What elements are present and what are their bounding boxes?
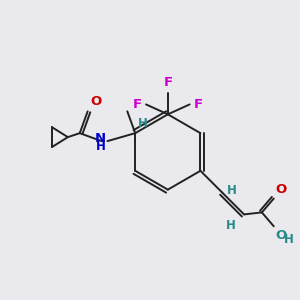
Text: O: O — [276, 229, 287, 242]
Text: H: H — [284, 233, 293, 246]
Text: N: N — [94, 132, 106, 145]
Text: F: F — [133, 98, 142, 111]
Text: O: O — [276, 183, 287, 196]
Text: H: H — [227, 184, 237, 197]
Text: O: O — [91, 95, 102, 108]
Text: F: F — [194, 98, 203, 111]
Text: H: H — [96, 140, 106, 152]
Text: H: H — [138, 117, 148, 130]
Text: H: H — [226, 219, 236, 232]
Text: F: F — [163, 76, 172, 88]
